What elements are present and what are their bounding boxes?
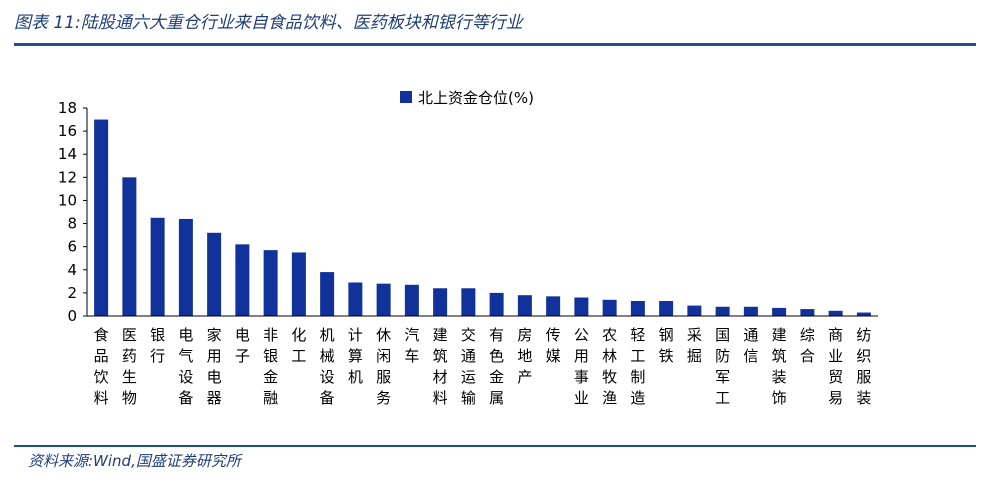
bar — [461, 288, 476, 316]
bar — [489, 292, 504, 316]
bar — [715, 306, 730, 316]
category-label: 农林牧渔 — [602, 326, 617, 407]
category-label: 轻工制造 — [630, 326, 645, 407]
category-label: 食品饮料 — [94, 326, 109, 407]
y-tick-label: 16 — [58, 122, 77, 140]
bar — [122, 177, 137, 316]
category-label: 传媒 — [546, 326, 561, 365]
source-note: 资料来源:Wind,国盛证券研究所 — [28, 452, 241, 470]
category-label: 计算机 — [348, 326, 363, 386]
y-tick-label: 18 — [58, 99, 77, 117]
category-label: 国防军工 — [715, 326, 730, 407]
bar — [828, 310, 843, 316]
bar — [659, 300, 674, 316]
bar — [404, 284, 419, 316]
bar — [433, 288, 448, 316]
category-label: 房地产 — [517, 326, 532, 386]
bar — [687, 305, 702, 316]
bar — [517, 295, 532, 316]
category-label: 钢铁 — [659, 326, 674, 365]
bar — [178, 218, 193, 316]
y-tick-label: 8 — [67, 215, 77, 233]
bar — [856, 312, 871, 316]
category-label: 有色金属 — [489, 326, 504, 407]
title-divider — [14, 43, 976, 46]
y-tick-label: 12 — [58, 168, 77, 186]
footer-divider — [14, 445, 976, 447]
legend-label: 北上资金仓位(%) — [418, 89, 534, 107]
category-label: 电子 — [235, 326, 250, 365]
x-axis: 食品饮料医药生物银行电气设备家用电器电子非银金融化工机械设备计算机休闲服务汽车建… — [87, 315, 878, 407]
bar — [602, 299, 617, 316]
y-axis: 0 2 4 6 8 10 12 14 16 18 — [58, 99, 88, 325]
category-label: 建筑材料 — [433, 326, 448, 407]
bar — [207, 232, 222, 316]
y-tick-label: 2 — [67, 284, 77, 302]
category-label: 综合 — [800, 326, 815, 365]
bar — [94, 119, 109, 316]
y-tick-label: 4 — [67, 261, 77, 279]
bar — [546, 296, 561, 316]
category-label: 交通运输 — [461, 326, 476, 407]
category-label: 公用事业 — [574, 326, 589, 407]
category-label: 建筑装饰 — [772, 326, 787, 407]
bar — [772, 307, 787, 316]
category-label: 通信 — [743, 326, 758, 365]
category-label: 纺织服装 — [856, 326, 871, 407]
category-label: 家用电器 — [207, 326, 222, 407]
bar — [800, 309, 815, 316]
category-label: 商业贸易 — [828, 326, 843, 407]
bars — [94, 119, 871, 316]
category-label: 机械设备 — [320, 326, 335, 407]
category-label: 采掘 — [687, 326, 702, 365]
y-tick-label: 0 — [67, 307, 77, 325]
y-tick-label: 10 — [58, 191, 77, 209]
bar — [263, 250, 278, 316]
legend-swatch — [400, 91, 412, 103]
category-label: 化工 — [291, 326, 306, 365]
legend: 北上资金仓位(%) — [400, 89, 534, 107]
category-label: 休闲服务 — [376, 326, 391, 407]
bar — [235, 244, 250, 316]
bar — [320, 272, 335, 316]
bar — [574, 297, 589, 316]
bar — [150, 217, 165, 316]
chart-title: 图表 11:陆股通六大重仓行业来自食品饮料、医药板块和银行等行业 — [14, 13, 523, 33]
y-tick-label: 6 — [67, 238, 77, 256]
category-label: 非银金融 — [263, 326, 278, 407]
bar — [291, 252, 306, 316]
category-label: 电气设备 — [178, 326, 193, 407]
bar — [743, 306, 758, 316]
category-label: 银行 — [150, 326, 165, 365]
category-label: 医药生物 — [122, 326, 137, 407]
bar — [348, 282, 363, 316]
bar — [630, 300, 645, 316]
category-label: 汽车 — [404, 326, 419, 365]
bar — [376, 283, 391, 316]
y-tick-label: 14 — [58, 145, 77, 163]
